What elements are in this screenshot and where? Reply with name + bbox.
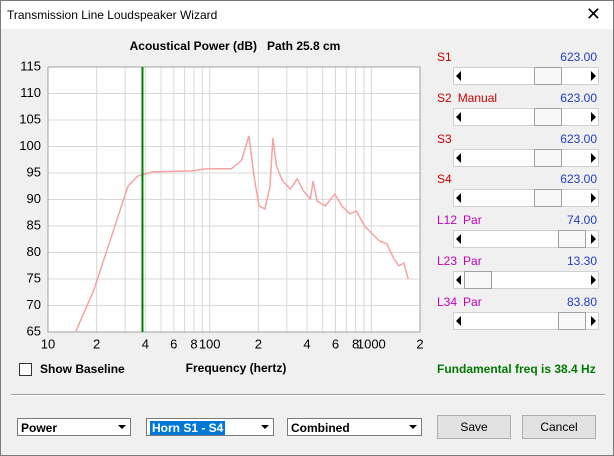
- x-tick-label: 100: [199, 336, 221, 351]
- y-tick-label: 65: [27, 323, 41, 338]
- y-tick-label: 85: [27, 217, 41, 232]
- x-tick-label: 6: [332, 336, 339, 351]
- x-tick-label: 4: [303, 336, 310, 351]
- slider-label[interactable]: L12 Par: [437, 213, 482, 227]
- dropdown[interactable]: Power: [17, 418, 131, 436]
- arrow-right: [591, 193, 596, 204]
- slider-value[interactable]: 623.00: [560, 90, 597, 105]
- dropdown-text: Horn S1 - S4: [150, 421, 226, 435]
- slider-value[interactable]: 74.00: [566, 213, 597, 228]
- slider-value[interactable]: 13.30: [566, 254, 597, 268]
- y-tick-label: 75: [27, 270, 41, 285]
- arrow-right: [591, 315, 596, 326]
- y-tick-label: 90: [27, 191, 41, 206]
- slider-value[interactable]: 623.00: [560, 131, 597, 146]
- x-tick-label: 2: [255, 336, 262, 351]
- arrow-right: [591, 275, 596, 285]
- y-tick-label: 70: [27, 297, 41, 312]
- dropdown[interactable]: Combined: [287, 418, 422, 436]
- slider[interactable]: [453, 189, 599, 208]
- plot-border: [47, 66, 421, 333]
- arrow-left: [456, 315, 461, 326]
- response-line: [74, 135, 409, 333]
- slider[interactable]: [453, 67, 599, 85]
- window-title: Transmission Line Loudspeaker Wizard: [7, 8, 218, 22]
- slider-name: L12: [437, 213, 458, 228]
- x-tick-label: 10: [41, 336, 55, 351]
- slider-name: L34: [437, 294, 458, 309]
- slider[interactable]: [453, 311, 599, 330]
- slider[interactable]: [453, 107, 599, 126]
- slider-label[interactable]: L23 Par: [437, 254, 482, 268]
- y-tick-label: 95: [27, 164, 41, 179]
- y-tick-label: 80: [27, 244, 41, 259]
- slider-mode: Par: [463, 213, 482, 228]
- arrow-left: [456, 234, 461, 245]
- dropdown[interactable]: Horn S1 - S4: [146, 418, 274, 436]
- x-tick-label: 8: [190, 336, 197, 351]
- x-tick-label: 2: [93, 336, 100, 351]
- slider-mode: Par: [463, 254, 482, 268]
- slider-thumb[interactable]: [534, 107, 562, 126]
- arrow-right: [591, 111, 596, 122]
- title-bar: Transmission Line Loudspeaker Wizard ✕: [1, 1, 613, 29]
- slider-thumb[interactable]: [558, 311, 586, 330]
- slider-name: S1: [437, 50, 452, 64]
- x-tick-label: 8: [352, 336, 359, 351]
- slider-name: S3: [437, 131, 452, 146]
- slider-thumb[interactable]: [534, 67, 562, 85]
- slider-thumb[interactable]: [464, 271, 492, 289]
- x-axis-label: Frequency (hertz): [186, 361, 287, 375]
- arrow-right: [591, 152, 596, 163]
- slider-name: S4: [437, 172, 452, 187]
- y-tick-label: 110: [20, 85, 41, 100]
- slider-label[interactable]: L34 Par: [437, 295, 482, 309]
- arrow-left: [456, 71, 461, 81]
- arrow-left: [456, 111, 461, 122]
- slider-thumb[interactable]: [534, 148, 562, 167]
- separator: [11, 394, 605, 396]
- slider-name: S2: [437, 90, 452, 105]
- x-tick-label: 4: [142, 336, 149, 351]
- slider-thumb[interactable]: [534, 189, 562, 208]
- x-tick-label: 2: [416, 336, 423, 351]
- y-tick-label: 105: [19, 111, 41, 126]
- slider[interactable]: [453, 230, 599, 249]
- arrow-right: [591, 234, 596, 245]
- slider-label[interactable]: S3: [437, 132, 452, 146]
- slider-value[interactable]: 83.80: [566, 294, 597, 309]
- slider-name: L23: [437, 254, 458, 268]
- x-tick-label: 6: [170, 336, 177, 351]
- slider-mode: Manual: [457, 90, 498, 105]
- arrow-right: [591, 71, 596, 81]
- dropdown-text: Power: [21, 421, 58, 435]
- slider-label[interactable]: S1: [437, 50, 452, 64]
- checkbox-label[interactable]: Show Baseline: [40, 362, 125, 376]
- slider[interactable]: [453, 148, 599, 167]
- slider[interactable]: [453, 271, 599, 289]
- arrow-left: [456, 152, 461, 163]
- arrow-left: [456, 275, 461, 285]
- slider-label[interactable]: S2 Manual: [437, 91, 497, 105]
- x-tick-label: 1000: [357, 336, 386, 351]
- slider-value[interactable]: 623.00: [560, 172, 597, 187]
- slider-label[interactable]: S4: [437, 172, 452, 186]
- slider-mode: Par: [463, 294, 482, 309]
- y-tick-label: 115: [20, 58, 41, 73]
- cancel-button[interactable]: Cancel: [522, 415, 596, 439]
- dropdown-text: Combined: [291, 421, 350, 435]
- status-text: Fundamental freq is 38.4 Hz: [437, 362, 596, 376]
- checkbox[interactable]: [19, 363, 32, 376]
- chart-title: Acoustical Power (dB) Path 25.8 cm: [130, 39, 341, 53]
- chart: Acoustical Power (dB) Path 25.8 cm Frequ…: [19, 39, 423, 375]
- arrow-left: [456, 193, 461, 204]
- slider-value[interactable]: 623.00: [560, 50, 597, 64]
- y-tick-label: 100: [19, 138, 41, 153]
- close-button[interactable]: ✕: [585, 4, 601, 24]
- save-button[interactable]: Save: [437, 415, 511, 439]
- slider-thumb[interactable]: [558, 230, 586, 249]
